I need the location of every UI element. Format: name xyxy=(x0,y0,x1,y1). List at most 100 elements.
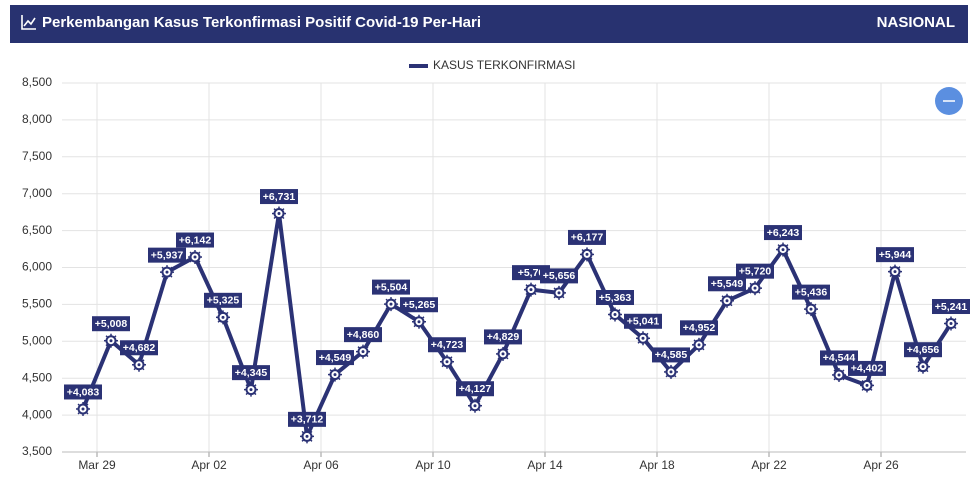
point-core xyxy=(529,288,533,292)
point-core xyxy=(333,373,337,377)
data-point xyxy=(608,307,622,322)
data-label: +5,944 xyxy=(879,249,912,261)
data-label: +5,656 xyxy=(543,270,576,282)
data-label-bg xyxy=(792,284,830,300)
data-label-bg xyxy=(232,365,270,381)
point-core xyxy=(865,383,869,387)
data-label: +5,549 xyxy=(711,278,744,290)
header-bar xyxy=(10,5,968,43)
data-label-bg xyxy=(652,347,690,363)
data-label: +4,682 xyxy=(123,342,156,354)
point-core xyxy=(137,363,141,367)
y-tick-label: 4,500 xyxy=(22,370,52,384)
data-label: +4,952 xyxy=(683,322,716,334)
data-point xyxy=(132,357,146,372)
data-label: +5,325 xyxy=(207,295,240,307)
y-tick-label: 6,000 xyxy=(22,260,52,274)
data-label: +5,70 xyxy=(518,267,545,279)
data-label: +6,243 xyxy=(767,227,800,239)
data-label: +5,504 xyxy=(375,281,408,293)
point-core xyxy=(697,343,701,347)
data-label: +5,363 xyxy=(599,292,632,304)
x-tick-label: Mar 29 xyxy=(78,458,116,472)
data-label-bg xyxy=(568,229,606,245)
y-tick-label: 8,500 xyxy=(22,75,52,89)
point-core xyxy=(837,373,841,377)
data-label-bg xyxy=(596,290,634,306)
data-point xyxy=(468,398,482,413)
point-core xyxy=(109,339,113,343)
data-label: +5,265 xyxy=(403,299,436,311)
data-label: +4,544 xyxy=(823,352,856,364)
data-point xyxy=(356,344,370,359)
point-core xyxy=(641,336,645,340)
point-core xyxy=(221,315,225,319)
data-label-bg xyxy=(624,313,662,329)
point-core xyxy=(557,291,561,295)
data-label-bg xyxy=(680,320,718,336)
data-label-bg xyxy=(92,316,130,332)
data-point xyxy=(216,310,230,325)
data-label-bg xyxy=(120,340,158,356)
data-label-bg xyxy=(764,225,802,241)
data-label-bg xyxy=(484,329,522,345)
data-point xyxy=(580,247,594,262)
data-point xyxy=(328,367,342,382)
y-tick-label: 7,000 xyxy=(22,186,52,200)
data-label: +5,241 xyxy=(935,301,968,313)
point-core xyxy=(165,270,169,274)
x-tick-label: Apr 06 xyxy=(303,458,339,472)
data-point xyxy=(440,354,454,369)
data-label-bg xyxy=(736,263,774,279)
point-core xyxy=(277,212,281,216)
point-core xyxy=(613,313,617,317)
y-tick-label: 8,000 xyxy=(22,112,52,126)
point-core xyxy=(669,370,673,374)
data-point xyxy=(636,331,650,346)
data-point xyxy=(552,285,566,300)
data-point xyxy=(384,297,398,312)
point-core xyxy=(781,248,785,252)
header-icon xyxy=(21,15,36,30)
data-label-bg xyxy=(288,411,326,427)
point-core xyxy=(81,407,85,411)
data-label: +4,127 xyxy=(459,383,492,395)
y-tick-label: 6,500 xyxy=(22,223,52,237)
data-label-bg xyxy=(176,232,214,248)
data-label-bg xyxy=(204,292,242,308)
data-label: +4,549 xyxy=(319,352,352,364)
data-point xyxy=(104,333,118,348)
x-tick-label: Apr 14 xyxy=(527,458,563,472)
data-label-bg xyxy=(316,350,354,366)
y-tick-label: 5,000 xyxy=(22,333,52,347)
point-core xyxy=(389,302,393,306)
header-title: Perkembangan Kasus Terkonfirmasi Positif… xyxy=(42,14,481,31)
data-point xyxy=(496,346,510,361)
x-tick-label: Apr 26 xyxy=(863,458,899,472)
data-point xyxy=(860,378,874,393)
data-point xyxy=(300,429,314,444)
data-label-bg xyxy=(932,299,970,315)
y-tick-label: 7,500 xyxy=(22,149,52,163)
data-label: +4,345 xyxy=(235,367,268,379)
data-label-bg xyxy=(64,384,102,400)
data-label: +4,402 xyxy=(851,363,884,375)
point-core xyxy=(361,350,365,354)
data-point xyxy=(720,293,734,308)
collapse-button[interactable] xyxy=(935,87,963,115)
data-point xyxy=(76,401,90,416)
data-point xyxy=(188,250,202,265)
data-label-bg xyxy=(400,297,438,313)
x-tick-label: Apr 22 xyxy=(751,458,787,472)
point-core xyxy=(501,352,505,356)
data-label: +5,436 xyxy=(795,286,828,298)
data-point xyxy=(776,242,790,257)
data-label: +5,720 xyxy=(739,265,772,277)
x-tick-label: Apr 02 xyxy=(191,458,227,472)
point-core xyxy=(921,365,925,369)
data-label: +3,712 xyxy=(291,414,324,426)
data-label: +4,860 xyxy=(347,329,380,341)
data-label-bg xyxy=(344,327,382,343)
